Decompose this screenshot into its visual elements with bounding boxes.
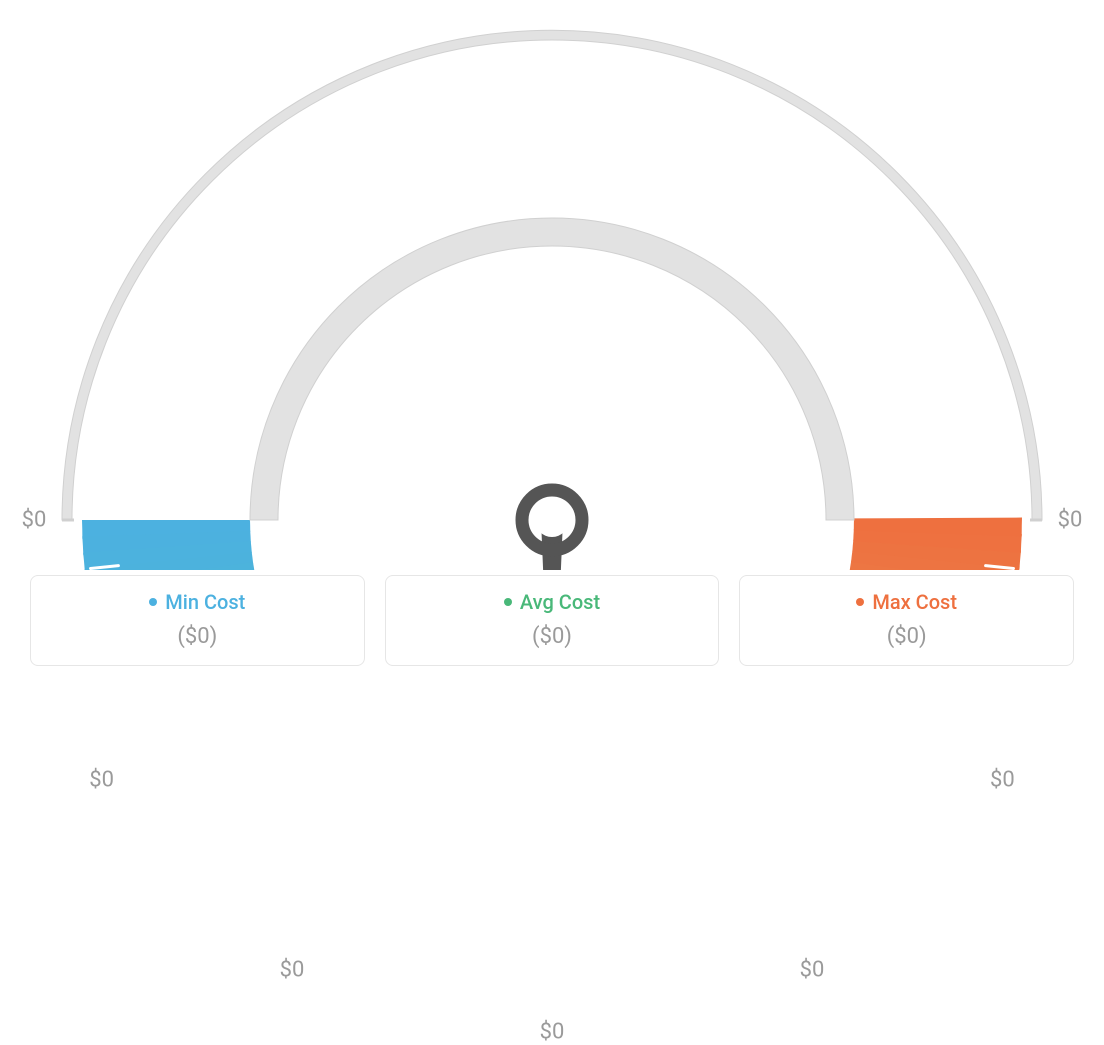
gauge-tick-label: $0 — [800, 958, 825, 983]
legend-value-min: ($0) — [41, 624, 354, 649]
legend-value-max: ($0) — [750, 624, 1063, 649]
gauge-tick-label: $0 — [540, 1020, 565, 1045]
legend-dot-avg — [504, 598, 512, 606]
legend-dot-min — [149, 598, 157, 606]
legend-card-avg: Avg Cost ($0) — [385, 575, 720, 666]
legend-row: Min Cost ($0) Avg Cost ($0) Max Cost ($0… — [30, 575, 1074, 666]
legend-label-avg: Avg Cost — [520, 590, 600, 614]
gauge-area: $0$0$0$0$0$0$0 — [0, 0, 1104, 560]
gauge-tick-label: $0 — [89, 768, 114, 793]
legend-label-max: Max Cost — [872, 590, 957, 614]
gauge-svg — [0, 10, 1104, 570]
legend-title-avg: Avg Cost — [396, 590, 709, 614]
legend-dot-max — [856, 598, 864, 606]
legend-value-avg: ($0) — [396, 624, 709, 649]
gauge-tick-label: $0 — [22, 508, 47, 533]
legend-card-min: Min Cost ($0) — [30, 575, 365, 666]
gauge-tick-label: $0 — [990, 768, 1015, 793]
gauge-chart-container: $0$0$0$0$0$0$0 Min Cost ($0) Avg Cost ($… — [0, 0, 1104, 690]
legend-card-max: Max Cost ($0) — [739, 575, 1074, 666]
legend-title-max: Max Cost — [750, 590, 1063, 614]
legend-label-min: Min Cost — [165, 590, 245, 614]
gauge-tick-label: $0 — [1058, 508, 1083, 533]
gauge-tick-label: $0 — [280, 958, 305, 983]
legend-title-min: Min Cost — [41, 590, 354, 614]
